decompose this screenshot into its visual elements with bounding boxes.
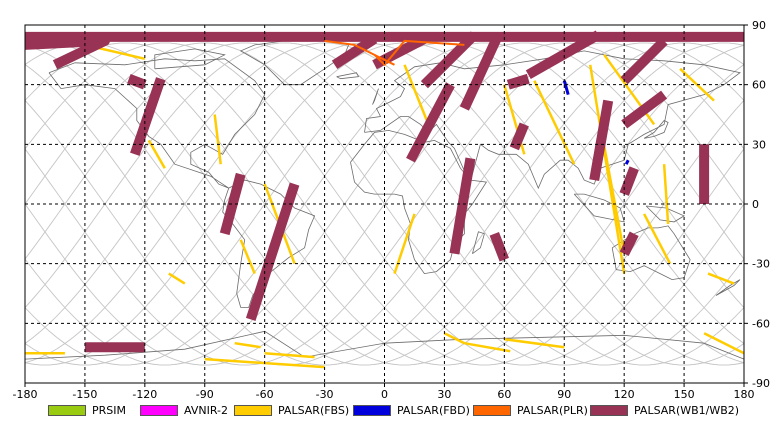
coastline: [643, 120, 669, 139]
wb-swath: [589, 99, 614, 181]
coastline: [715, 279, 741, 296]
legend-item-fbs: PALSAR(FBS): [234, 403, 349, 417]
legend-swatch-avnir: [140, 404, 178, 416]
wb-swath: [219, 172, 246, 236]
legend-label-fbs: PALSAR(FBS): [278, 403, 350, 417]
coastline: [154, 48, 226, 70]
fbs-swath: [264, 351, 315, 359]
wb-swath: [621, 90, 668, 129]
coastline: [364, 50, 741, 190]
tick-label-lon: 120: [614, 388, 635, 401]
legend-label-fbd: PALSAR(FBD): [397, 403, 470, 417]
fbs-swath: [147, 139, 166, 169]
fbs-swath: [168, 272, 186, 285]
legend-swatch-fbd: [353, 404, 391, 416]
fbs-swath: [642, 213, 672, 265]
tick-label-lon: 30: [437, 388, 451, 401]
coastline: [645, 205, 685, 223]
tick-label-lon: -150: [72, 388, 97, 401]
wb-swath: [509, 122, 529, 151]
wb-swath: [331, 34, 378, 69]
legend-item-plr: PALSAR(PLR): [473, 403, 588, 417]
legend-item-wb: PALSAR(WB1/WB2): [590, 403, 739, 417]
plr-swath: [324, 39, 395, 66]
legend-label-avnir: AVNIR-2: [184, 403, 228, 417]
tick-label-lon: 60: [497, 388, 511, 401]
acquisition-swaths: [24, 30, 745, 369]
tick-label-lon: 0: [381, 388, 388, 401]
fbs-swath: [662, 164, 670, 224]
fbd-swath: [562, 80, 570, 96]
tick-label-lat: -30: [752, 258, 770, 271]
coastline: [472, 231, 485, 255]
wb-swath: [130, 77, 166, 156]
wb-swath: [127, 74, 147, 90]
coastline: [573, 193, 625, 223]
coastline: [48, 58, 266, 189]
tick-label-lon: 150: [674, 388, 695, 401]
coastline: [336, 72, 360, 80]
fbs-swath: [403, 64, 430, 125]
tick-label-lon: -60: [256, 388, 274, 401]
legend-label-prsim: PRSIM: [92, 403, 126, 417]
wb-swath: [489, 231, 509, 262]
legend-label-plr: PALSAR(PLR): [517, 403, 588, 417]
tick-label-lon: 90: [557, 388, 571, 401]
coastlines: [24, 38, 745, 360]
fbs-swath: [533, 80, 576, 165]
fbs-swath: [464, 341, 511, 353]
wb-swath: [372, 34, 427, 70]
legend-label-wb: PALSAR(WB1/WB2): [634, 403, 740, 417]
tick-label-lat: -90: [752, 377, 770, 390]
legend-item-avnir: AVNIR-2: [140, 403, 228, 417]
coastline: [239, 38, 350, 86]
legend-item-fbd: PALSAR(FBD): [353, 403, 470, 417]
fbs-swath: [239, 239, 256, 275]
wb-swath: [506, 73, 530, 90]
legend-swatch-prsim: [48, 404, 86, 416]
fbs-swath: [504, 337, 565, 349]
coastline: [372, 88, 379, 105]
wb-swath: [459, 32, 503, 111]
wb-swath: [449, 157, 476, 255]
fbd-swath: [624, 159, 630, 165]
fbs-swath: [703, 332, 745, 355]
legend-swatch-wb: [590, 404, 628, 416]
legend-swatch-plr: [473, 404, 511, 416]
wb-swath: [525, 30, 601, 80]
tick-label-lon: -120: [132, 388, 157, 401]
wb-swath: [406, 82, 455, 163]
tick-label-lat: 30: [752, 138, 766, 151]
tick-label-lat: 0: [752, 198, 759, 211]
wb-swath: [24, 35, 110, 70]
wb-swath: [619, 231, 639, 256]
fbs-swath: [234, 341, 261, 349]
legend-item-prsim: PRSIM: [48, 403, 126, 417]
wb-swath: [245, 182, 300, 321]
fbs-swath: [588, 64, 626, 274]
wb-swath: [420, 31, 478, 89]
tick-label-lat: 60: [752, 79, 766, 92]
tick-label-lat: 90: [752, 19, 766, 32]
tick-label-lat: -60: [752, 317, 770, 330]
tick-label-lon: 180: [734, 388, 755, 401]
legend: PRSIM AVNIR-2 PALSAR(FBS) PALSAR(FBD) PA…: [0, 399, 770, 421]
wb-swath: [619, 166, 639, 196]
fbs-swath: [707, 272, 735, 285]
tick-label-lon: -30: [316, 388, 334, 401]
plr-swath: [373, 39, 465, 66]
tick-label-lon: -90: [196, 388, 214, 401]
fbs-swath: [213, 114, 222, 165]
wb-swath: [620, 37, 668, 85]
axis-ticks: -180 -150 -120 -90 -60 -30 0 30 60 90 120 150 180 90 6…: [13, 19, 770, 401]
fbs-swath: [443, 332, 465, 345]
tick-label-lon: -180: [13, 388, 38, 401]
coastline: [611, 225, 691, 281]
legend-swatch-fbs: [234, 404, 272, 416]
